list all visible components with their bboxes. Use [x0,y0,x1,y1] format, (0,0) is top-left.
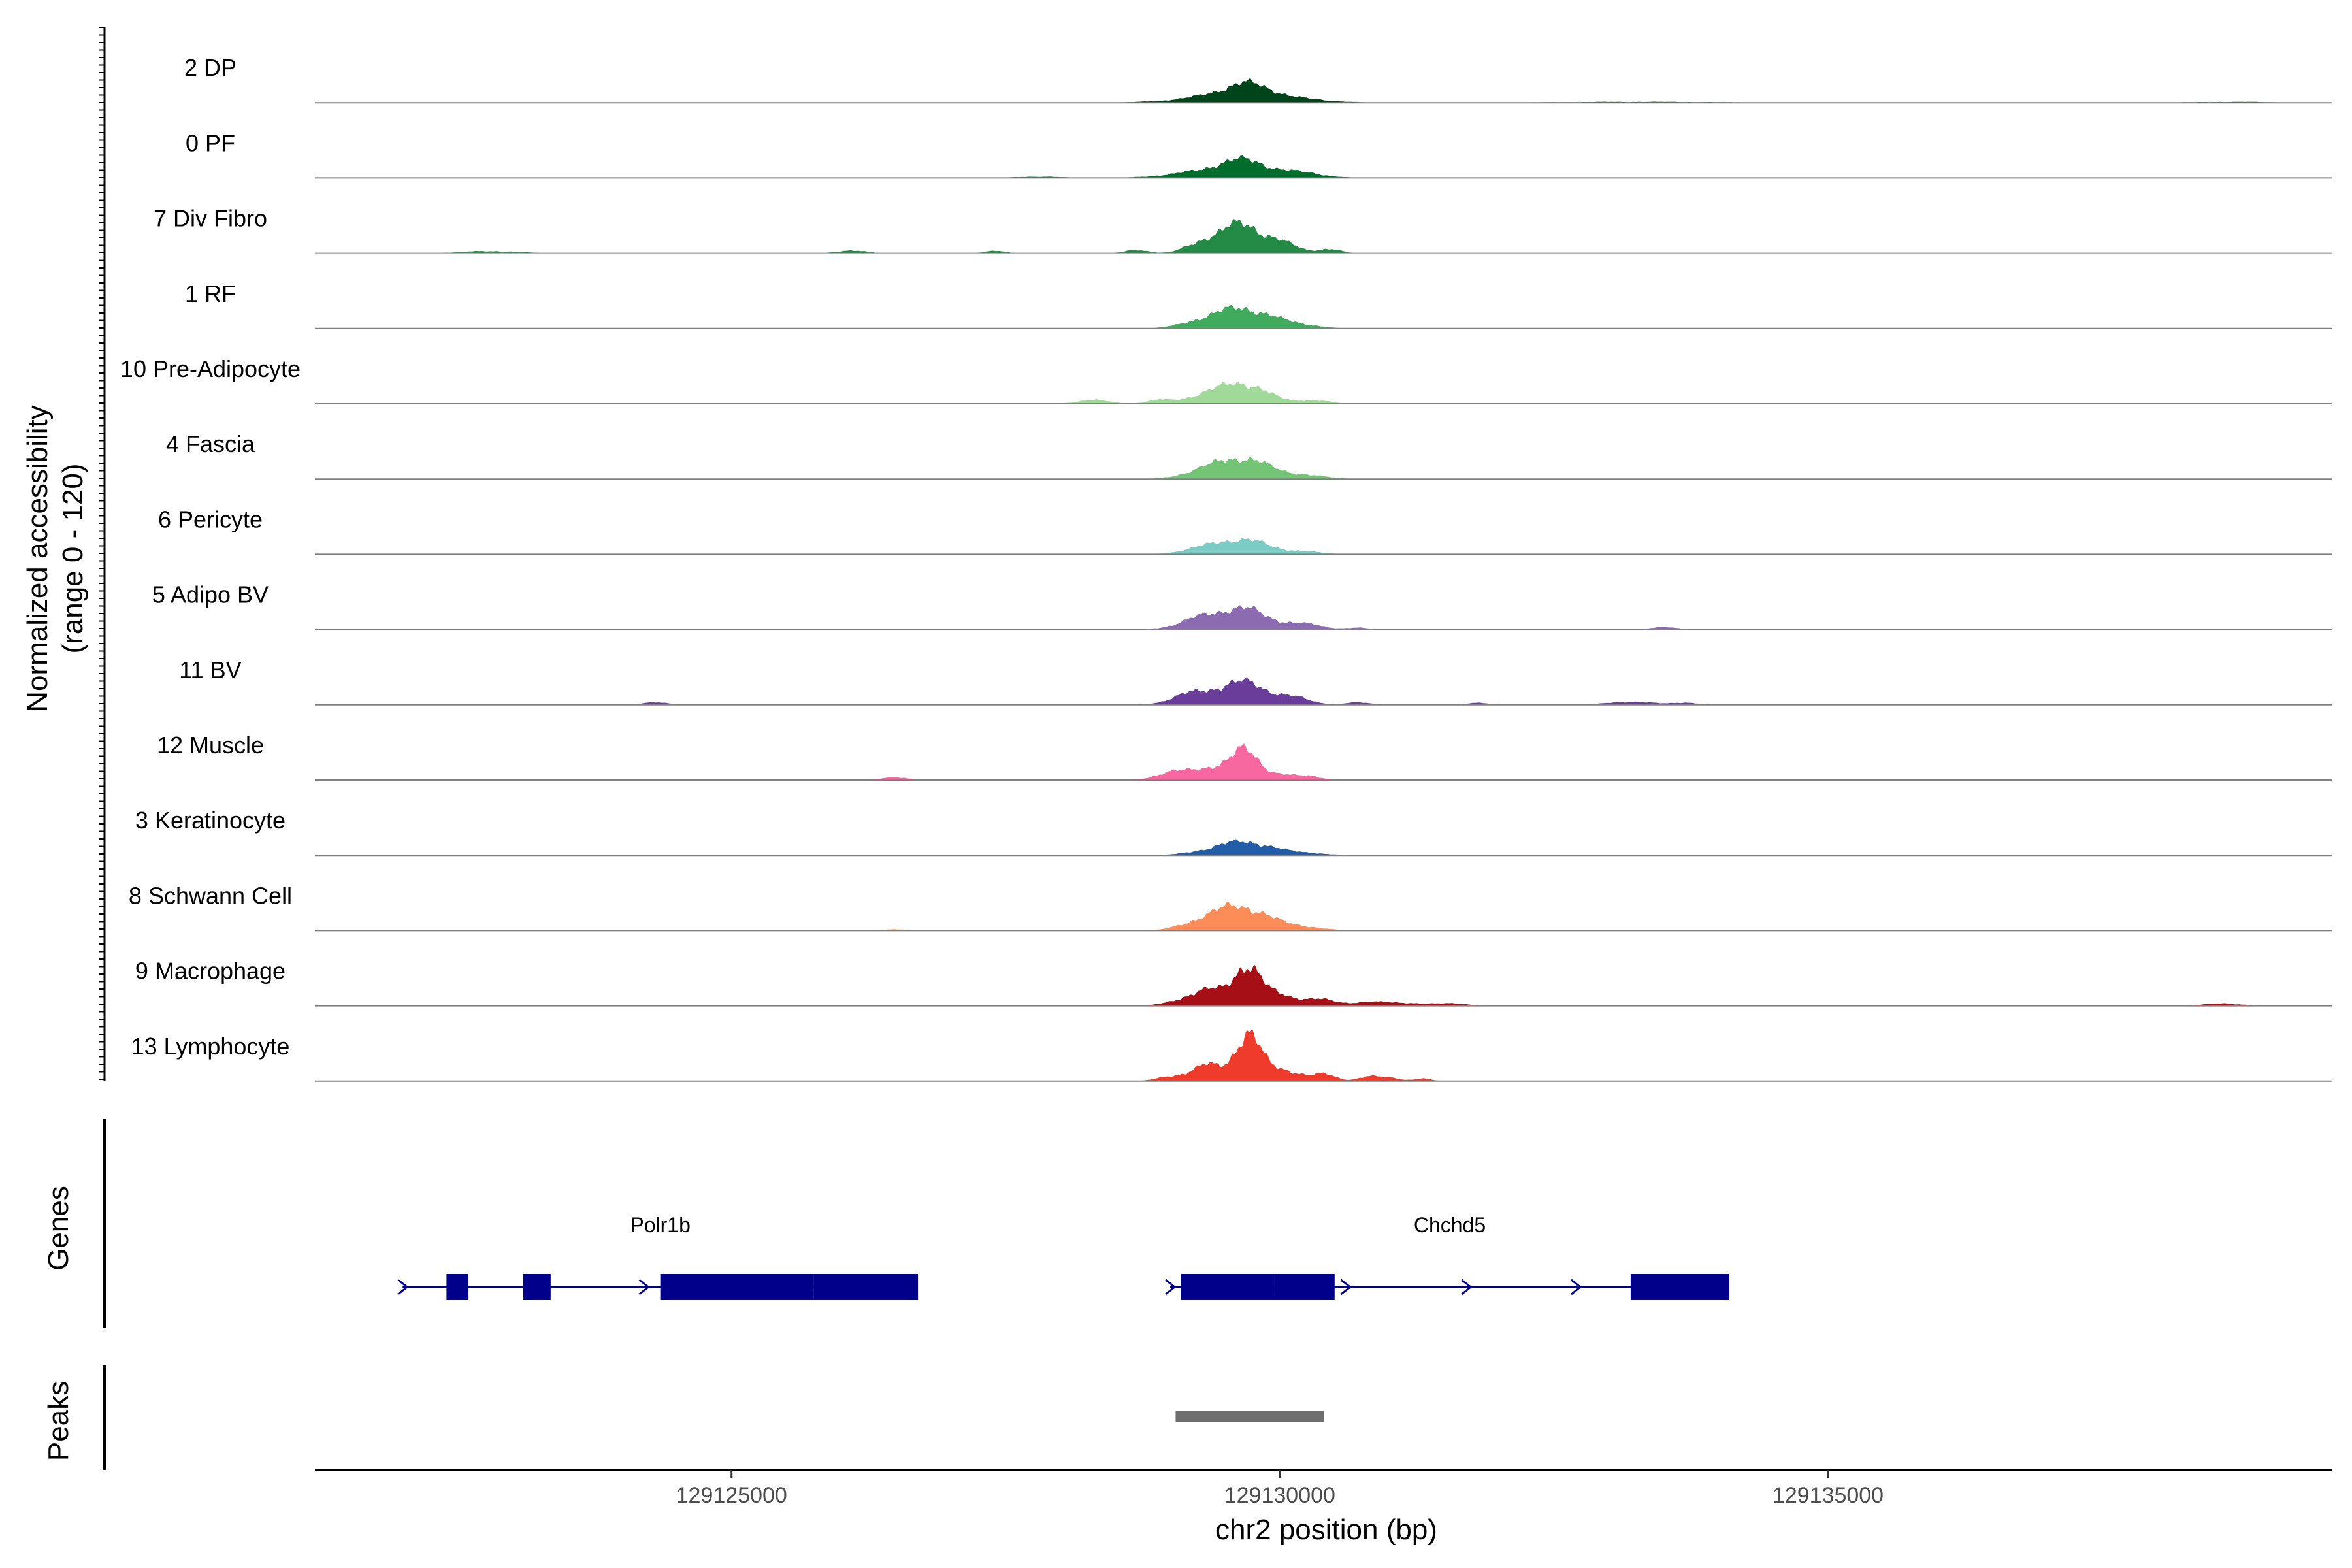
track-4-fascia: 4 Fascia [166,431,2332,480]
coverage-area-0-pf [315,155,2332,178]
strand-arrow [1340,1279,1352,1296]
gene-exon [446,1274,468,1300]
track-label: 11 BV [179,657,241,683]
coverage-area-7-div-fibro [315,219,2332,253]
track-label: 4 Fascia [166,431,255,457]
track-13-lymphocyte: 13 Lymphocyte [131,1030,2332,1082]
track-label: 2 DP [184,54,237,81]
x-tick-label: 129135000 [1772,1483,1884,1508]
track-8-schwann-cell: 8 Schwann Cell [129,882,2332,932]
track-9-macrophage: 9 Macrophage [135,958,2332,1007]
track-label: 6 Pericyte [158,506,263,532]
gene-exon [1630,1274,1729,1300]
coverage-area-13-lymphocyte [315,1030,2332,1081]
y-axis-title-line2: (range 0 - 120) [57,463,89,653]
track-label: 10 Pre-Adipocyte [120,355,301,382]
genes-panel: Genes Polr1b Chchd5 [42,1119,1729,1328]
gene-label: Polr1b [630,1213,691,1237]
gene-exon [1274,1274,1335,1300]
coverage-tracks: 2 DP 0 PF 7 Div Fibro 1 RF 10 Pre-Adipocyte 4… [120,54,2332,1082]
coverage-area-8-schwann-cell [315,902,2332,931]
track-6-pericyte: 6 Pericyte [158,506,2332,555]
y-axis-title-line1: Normalized accessibility [22,405,54,711]
coverage-area-10-pre-adipocyte [315,382,2332,404]
track-label: 3 Keratinocyte [135,807,286,834]
strand-arrow [638,1279,650,1296]
track-label: 9 Macrophage [135,958,286,985]
gene-exon [813,1274,919,1300]
x-axis-label: chr2 position (bp) [1215,1514,1437,1546]
track-label: 1 RF [185,280,236,307]
strand-arrow [529,1279,541,1296]
coverage-area-12-muscle [315,743,2332,780]
peaks-track-title: Peaks [42,1381,74,1461]
track-label: 13 Lymphocyte [131,1033,290,1060]
strand-arrow [1165,1279,1177,1296]
coverage-area-9-macrophage [315,965,2332,1006]
track-1-rf: 1 RF [185,280,2332,329]
strand-arrow [1571,1279,1582,1296]
track-3-keratinocyte: 3 Keratinocyte [135,807,2332,857]
gene-exon [1181,1274,1275,1300]
x-axis: chr2 position (bp) 129125000 129130000 129… [315,1469,2332,1546]
x-tick-label: 129130000 [1224,1483,1335,1508]
track-11-bv: 11 BV [179,657,2332,706]
genes-track-title: Genes [42,1186,74,1271]
coverage-area-4-fascia [315,457,2332,480]
gene-label: Chchd5 [1414,1213,1486,1237]
track-0-pf: 0 PF [186,129,2332,179]
track-10-pre-adipocyte: 10 Pre-Adipocyte [120,355,2332,404]
strand-arrow [397,1279,409,1296]
coverage-area-1-rf [315,304,2332,329]
y-axis-title: Normalized accessibility (range 0 - 120) [22,405,89,711]
track-label: 0 PF [186,129,235,156]
peaks-panel: Peaks [42,1365,1324,1470]
x-tick-label: 129125000 [676,1483,787,1508]
coverage-y-axis [99,27,106,1081]
track-label: 7 Div Fibro [154,205,267,232]
coverage-area-2-dp [315,78,2332,103]
gene-polr1b: Polr1b [397,1213,919,1300]
coverage-area-6-pericyte [315,538,2332,555]
strand-arrow [1461,1279,1473,1296]
track-7-div-fibro: 7 Div Fibro [154,205,2332,254]
gene-exon [660,1274,814,1300]
track-label: 5 Adipo BV [152,581,269,608]
track-2-dp: 2 DP [184,54,2332,104]
gene-chchd5: Chchd5 [1165,1213,1729,1300]
coverage-area-11-bv [315,677,2332,705]
track-label: 8 Schwann Cell [129,882,292,909]
peak-region [1175,1411,1324,1422]
track-label: 12 Muscle [157,732,264,759]
coverage-area-5-adipo-bv [315,605,2332,630]
coverage-area-3-keratinocyte [315,839,2332,856]
gene-exon [523,1274,551,1300]
track-12-muscle: 12 Muscle [157,732,2332,781]
track-5-adipo-bv: 5 Adipo BV [152,581,2332,630]
